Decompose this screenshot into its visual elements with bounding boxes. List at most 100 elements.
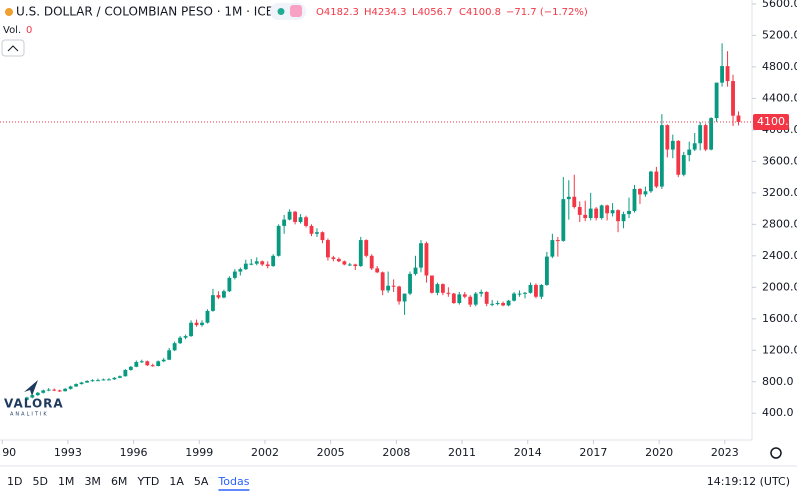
candle-body	[326, 240, 330, 258]
status-icon	[290, 5, 302, 17]
candle-body	[736, 115, 741, 122]
candle-body	[52, 389, 57, 391]
candle-body	[566, 196, 571, 200]
candle-body	[139, 361, 144, 363]
candle-body	[687, 149, 692, 156]
x-tick-label: 2008	[382, 446, 410, 459]
candle-body	[473, 293, 478, 305]
candle-body	[107, 379, 111, 381]
candle-body	[517, 293, 522, 295]
candle-body	[605, 205, 610, 214]
range-button[interactable]: 1A	[169, 475, 184, 488]
range-button[interactable]: 6M	[111, 475, 128, 488]
x-tick-label: 1999	[185, 446, 213, 459]
y-tick-label: 2000.0	[762, 280, 797, 293]
candle-body	[364, 240, 369, 256]
candle-body	[315, 232, 319, 234]
candle-body	[79, 382, 84, 385]
candle-body	[112, 377, 117, 380]
candle-body	[583, 214, 588, 219]
range-button[interactable]: 3M	[84, 475, 101, 488]
y-tick-label: 1600.0	[762, 312, 797, 325]
x-tick-label: 2020	[645, 446, 673, 459]
candle-body	[227, 277, 232, 292]
candle-body	[676, 140, 681, 175]
range-button[interactable]: YTD	[136, 475, 159, 488]
candle-body	[358, 240, 363, 267]
symbol-icon	[5, 8, 13, 16]
y-tick-label: 400.0	[762, 406, 794, 419]
collapse-button[interactable]	[1, 39, 25, 57]
x-tick-label: 2011	[448, 446, 476, 459]
ohlc-open: O4182.3	[316, 7, 359, 18]
range-button[interactable]: 5A	[194, 475, 209, 488]
candle-body	[714, 82, 719, 119]
candle-body	[183, 336, 188, 338]
y-tick-label: 2800.0	[762, 217, 797, 230]
candle-body	[156, 361, 161, 367]
candle-body	[561, 199, 566, 241]
candle-body	[260, 261, 265, 265]
candle-body	[424, 243, 429, 276]
candle-body	[468, 296, 473, 305]
candle-body	[90, 380, 95, 382]
candle-body	[670, 140, 675, 150]
candle-body	[457, 294, 462, 304]
x-tick-label: 1993	[54, 446, 82, 459]
candle-body	[665, 125, 670, 150]
candle-body	[572, 196, 577, 208]
candle-body	[150, 365, 155, 367]
candle-body	[430, 275, 434, 293]
candle-body	[276, 225, 281, 256]
candle-body	[386, 285, 391, 291]
candle-body	[134, 362, 139, 367]
x-tick-label: 90	[2, 446, 16, 459]
candle-body	[57, 390, 62, 392]
candle-body	[419, 243, 423, 268]
candle-body	[435, 284, 440, 293]
settings-icon[interactable]	[770, 447, 782, 459]
candle-body	[550, 240, 555, 257]
x-tick-label: 2023	[711, 446, 739, 459]
candle-body	[282, 219, 287, 226]
candle-body	[413, 267, 418, 274]
candle-body	[309, 225, 314, 234]
candle-body	[336, 258, 341, 262]
candle-body	[599, 205, 604, 219]
range-button[interactable]: 1M	[58, 475, 75, 488]
candle-body	[588, 208, 593, 219]
y-tick-label: 3600.0	[762, 154, 797, 167]
y-tick-label: 4400.0	[762, 91, 797, 104]
candle-body	[145, 361, 150, 366]
candle-body	[200, 322, 204, 326]
candle-body	[304, 217, 308, 226]
candle-body	[221, 291, 226, 298]
candle-body	[271, 255, 276, 267]
candle-body	[189, 322, 193, 337]
candle-body	[194, 322, 199, 326]
candle-body	[101, 379, 106, 381]
volume-value: 0	[26, 25, 32, 36]
candle-body	[46, 389, 51, 391]
x-tick-label: 2017	[579, 446, 607, 459]
candle-body	[35, 392, 40, 396]
ohlc-high: H4234.3	[364, 7, 407, 18]
candle-body	[703, 125, 708, 150]
plot	[0, 43, 752, 401]
candle-body	[610, 210, 615, 214]
ohlc-close: C4100.8	[459, 7, 501, 18]
candle-body	[172, 343, 177, 351]
candle-body	[30, 395, 35, 398]
candle-body	[594, 208, 599, 219]
candle-body	[161, 359, 166, 362]
candle-body	[211, 295, 215, 311]
candle-body	[446, 292, 451, 294]
candle-body	[68, 386, 73, 389]
y-tick-label: 4800.0	[762, 60, 797, 73]
range-button[interactable]: 1D	[7, 475, 22, 488]
range-button[interactable]: Todas	[217, 475, 249, 488]
candle-body	[243, 263, 248, 270]
range-button[interactable]: 5D	[32, 475, 47, 488]
candle-body	[621, 214, 626, 222]
